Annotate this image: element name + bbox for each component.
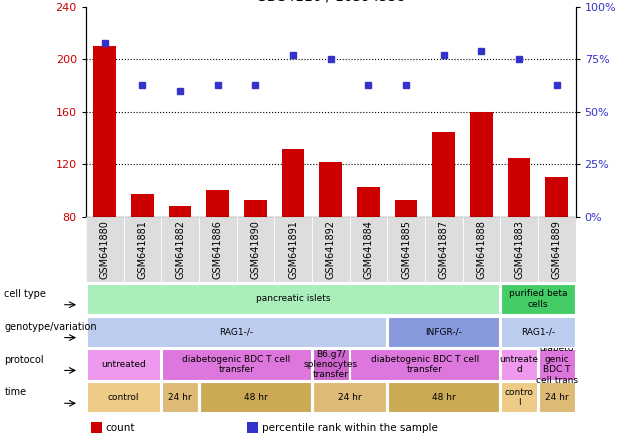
Text: GSM641881: GSM641881: [137, 220, 148, 279]
Text: GSM641892: GSM641892: [326, 220, 336, 279]
Text: GSM641884: GSM641884: [363, 220, 373, 279]
Text: 48 hr: 48 hr: [432, 393, 455, 402]
Text: untreated: untreated: [101, 360, 146, 369]
Text: time: time: [4, 388, 27, 397]
Text: GSM641886: GSM641886: [212, 220, 223, 279]
Text: B6.g7/
splenocytes
transfer: B6.g7/ splenocytes transfer: [303, 349, 358, 380]
Bar: [161, 217, 199, 282]
Bar: [93, 46, 116, 217]
Text: cell type: cell type: [4, 289, 46, 299]
Text: GSM641888: GSM641888: [476, 220, 487, 279]
Bar: [169, 206, 191, 217]
Bar: [501, 284, 575, 314]
Text: GSM641882: GSM641882: [175, 220, 185, 279]
Text: GSM641889: GSM641889: [552, 220, 562, 279]
Bar: [432, 131, 455, 217]
Text: diabetogenic BDC T cell
transfer: diabetogenic BDC T cell transfer: [183, 355, 291, 374]
Bar: [425, 217, 462, 282]
Text: count: count: [106, 423, 135, 433]
Bar: [207, 190, 229, 217]
Text: RAG1-/-: RAG1-/-: [521, 327, 555, 336]
Bar: [395, 200, 417, 217]
Bar: [274, 217, 312, 282]
Text: GSM641890: GSM641890: [251, 220, 260, 279]
Bar: [86, 284, 499, 314]
Bar: [501, 349, 537, 380]
Bar: [470, 112, 493, 217]
Bar: [501, 317, 575, 347]
Bar: [91, 422, 102, 433]
Bar: [350, 349, 499, 380]
Text: GSM641883: GSM641883: [514, 220, 524, 279]
Text: GSM641887: GSM641887: [439, 220, 449, 279]
Bar: [388, 317, 499, 347]
Text: protocol: protocol: [4, 355, 44, 365]
Text: RAG1-/-: RAG1-/-: [219, 327, 254, 336]
Bar: [312, 217, 350, 282]
Text: 24 hr: 24 hr: [545, 393, 569, 402]
Text: contro
l: contro l: [504, 388, 534, 407]
Text: untreate
d: untreate d: [499, 355, 539, 374]
Bar: [200, 382, 311, 412]
Text: genotype/variation: genotype/variation: [4, 322, 97, 332]
Text: percentile rank within the sample: percentile rank within the sample: [262, 423, 438, 433]
Text: purified beta
cells: purified beta cells: [509, 289, 567, 309]
Text: diabeto
genic
BDC T
cell trans: diabeto genic BDC T cell trans: [536, 345, 577, 385]
Bar: [501, 217, 538, 282]
Text: pancreatic islets: pancreatic islets: [256, 294, 330, 303]
Text: control: control: [107, 393, 139, 402]
Bar: [319, 162, 342, 217]
Bar: [350, 217, 387, 282]
Text: GSM641891: GSM641891: [288, 220, 298, 279]
Bar: [123, 217, 161, 282]
Bar: [199, 217, 237, 282]
Bar: [313, 382, 387, 412]
Bar: [247, 422, 258, 433]
Bar: [508, 158, 530, 217]
Text: diabetogenic BDC T cell
transfer: diabetogenic BDC T cell transfer: [371, 355, 479, 374]
Bar: [282, 149, 305, 217]
Bar: [313, 349, 349, 380]
Bar: [86, 382, 160, 412]
Text: GSM641880: GSM641880: [100, 220, 109, 279]
Text: INFGR-/-: INFGR-/-: [425, 327, 462, 336]
Bar: [539, 349, 575, 380]
Bar: [162, 382, 198, 412]
Bar: [131, 194, 154, 217]
Text: 24 hr: 24 hr: [338, 393, 361, 402]
Bar: [501, 382, 537, 412]
Bar: [86, 349, 160, 380]
Bar: [539, 382, 575, 412]
Text: 24 hr: 24 hr: [169, 393, 192, 402]
Bar: [244, 200, 266, 217]
Bar: [538, 217, 576, 282]
Bar: [388, 382, 499, 412]
Bar: [357, 186, 380, 217]
Bar: [86, 217, 123, 282]
Title: GDS4116 / 10394538: GDS4116 / 10394538: [256, 0, 405, 3]
Bar: [162, 349, 311, 380]
Bar: [86, 317, 387, 347]
Bar: [462, 217, 501, 282]
Text: 48 hr: 48 hr: [244, 393, 267, 402]
Bar: [546, 177, 568, 217]
Text: GSM641885: GSM641885: [401, 220, 411, 279]
Bar: [237, 217, 274, 282]
Bar: [387, 217, 425, 282]
